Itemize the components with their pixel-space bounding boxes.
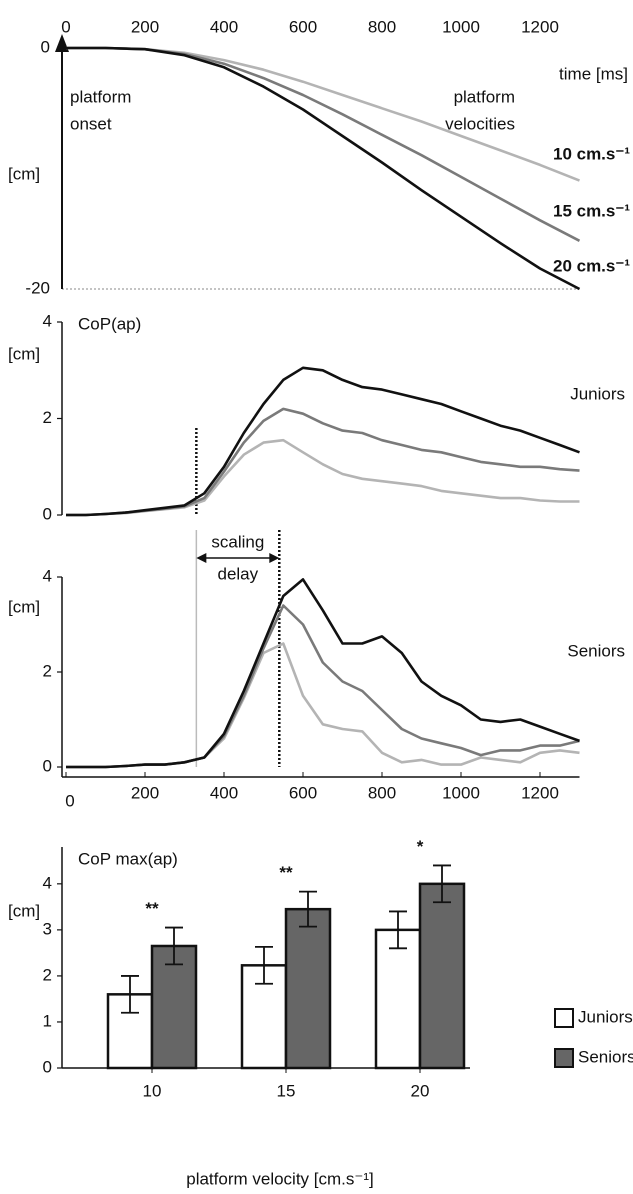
- x-tick-label: 1200: [521, 783, 559, 802]
- x-tick-label: 400: [210, 783, 238, 802]
- annotation: delay: [218, 564, 259, 583]
- x-tick-label: 0: [65, 791, 74, 810]
- line: [66, 604, 580, 769]
- group-label: Juniors: [570, 384, 625, 403]
- y-axis-label: [cm]: [8, 344, 40, 363]
- x-tick-label: 20: [411, 1081, 430, 1100]
- x-tick-label: 1000: [442, 783, 480, 802]
- line: [66, 366, 580, 517]
- y-axis-label: [cm]: [8, 597, 40, 616]
- arrow-head: [269, 553, 280, 563]
- legend-swatch: [554, 1008, 574, 1028]
- y-tick-label: 0: [43, 1057, 52, 1076]
- x-tick-label: 800: [368, 17, 396, 36]
- y-tick-label: 0: [43, 756, 52, 775]
- y-tick-label: 4: [43, 873, 52, 892]
- x-tick-label: 600: [289, 17, 317, 36]
- x-tick-label: 400: [210, 17, 238, 36]
- x-tick-label: 0: [61, 17, 70, 36]
- line: [66, 578, 580, 769]
- significance: *: [417, 837, 424, 856]
- arrow-head: [196, 553, 207, 563]
- annotation: velocities: [445, 114, 515, 133]
- bar: [418, 882, 466, 1070]
- x-tick-label: 10: [143, 1081, 162, 1100]
- line: [66, 438, 580, 517]
- x-tick-label: 1200: [521, 17, 559, 36]
- error-bar: [255, 946, 273, 985]
- annotation: platform: [70, 87, 131, 106]
- x-tick-label: 800: [368, 783, 396, 802]
- x-tick-label: 200: [131, 783, 159, 802]
- y-tick-label: 4: [43, 311, 52, 330]
- error-bar: [299, 890, 317, 928]
- annotation: scaling: [211, 532, 264, 551]
- legend-label: 20 cm.s⁻¹: [553, 256, 630, 275]
- significance: **: [279, 863, 293, 882]
- x-tick-label: 15: [277, 1081, 296, 1100]
- line: [66, 46, 581, 242]
- error-bar: [433, 864, 451, 904]
- bar: [374, 928, 422, 1070]
- error-bar: [165, 926, 183, 966]
- x-tick-label: 1000: [442, 17, 480, 36]
- annotation: platform: [454, 87, 515, 106]
- x-axis-label: platform velocity [cm.s⁻¹]: [186, 1169, 374, 1188]
- legend-swatch: [554, 1048, 574, 1068]
- legend-label: 15 cm.s⁻¹: [553, 201, 630, 220]
- group-label: Seniors: [567, 641, 625, 660]
- line: [66, 46, 581, 291]
- legend-label: 10 cm.s⁻¹: [553, 144, 630, 163]
- error-bar: [121, 975, 139, 1014]
- arrow-head: [55, 34, 69, 52]
- bar: [150, 944, 198, 1070]
- x-axis-label: time [ms]: [559, 64, 628, 83]
- y-tick-label: 2: [43, 661, 52, 680]
- y-tick-label: 4: [43, 566, 52, 585]
- chart-title: CoP max(ap): [78, 849, 178, 868]
- y-tick-label: 1: [43, 1011, 52, 1030]
- y-tick-label: 3: [43, 919, 52, 938]
- legend-label: Seniors: [578, 1047, 633, 1066]
- y-axis-label: [cm]: [8, 164, 40, 183]
- legend-label: Juniors: [578, 1007, 633, 1026]
- x-tick-label: 600: [289, 783, 317, 802]
- y-tick-label: 0: [43, 504, 52, 523]
- x-tick-label: 200: [131, 17, 159, 36]
- y-axis-label: [cm]: [8, 901, 40, 920]
- annotation: onset: [70, 114, 112, 133]
- significance: **: [145, 899, 159, 918]
- y-tick-label: -20: [25, 278, 50, 297]
- y-tick-label: 0: [41, 37, 50, 56]
- bar: [284, 907, 332, 1070]
- y-tick-label: 2: [43, 965, 52, 984]
- error-bar: [389, 910, 407, 950]
- y-tick-label: 2: [43, 408, 52, 427]
- chart-title: CoP(ap): [78, 314, 141, 333]
